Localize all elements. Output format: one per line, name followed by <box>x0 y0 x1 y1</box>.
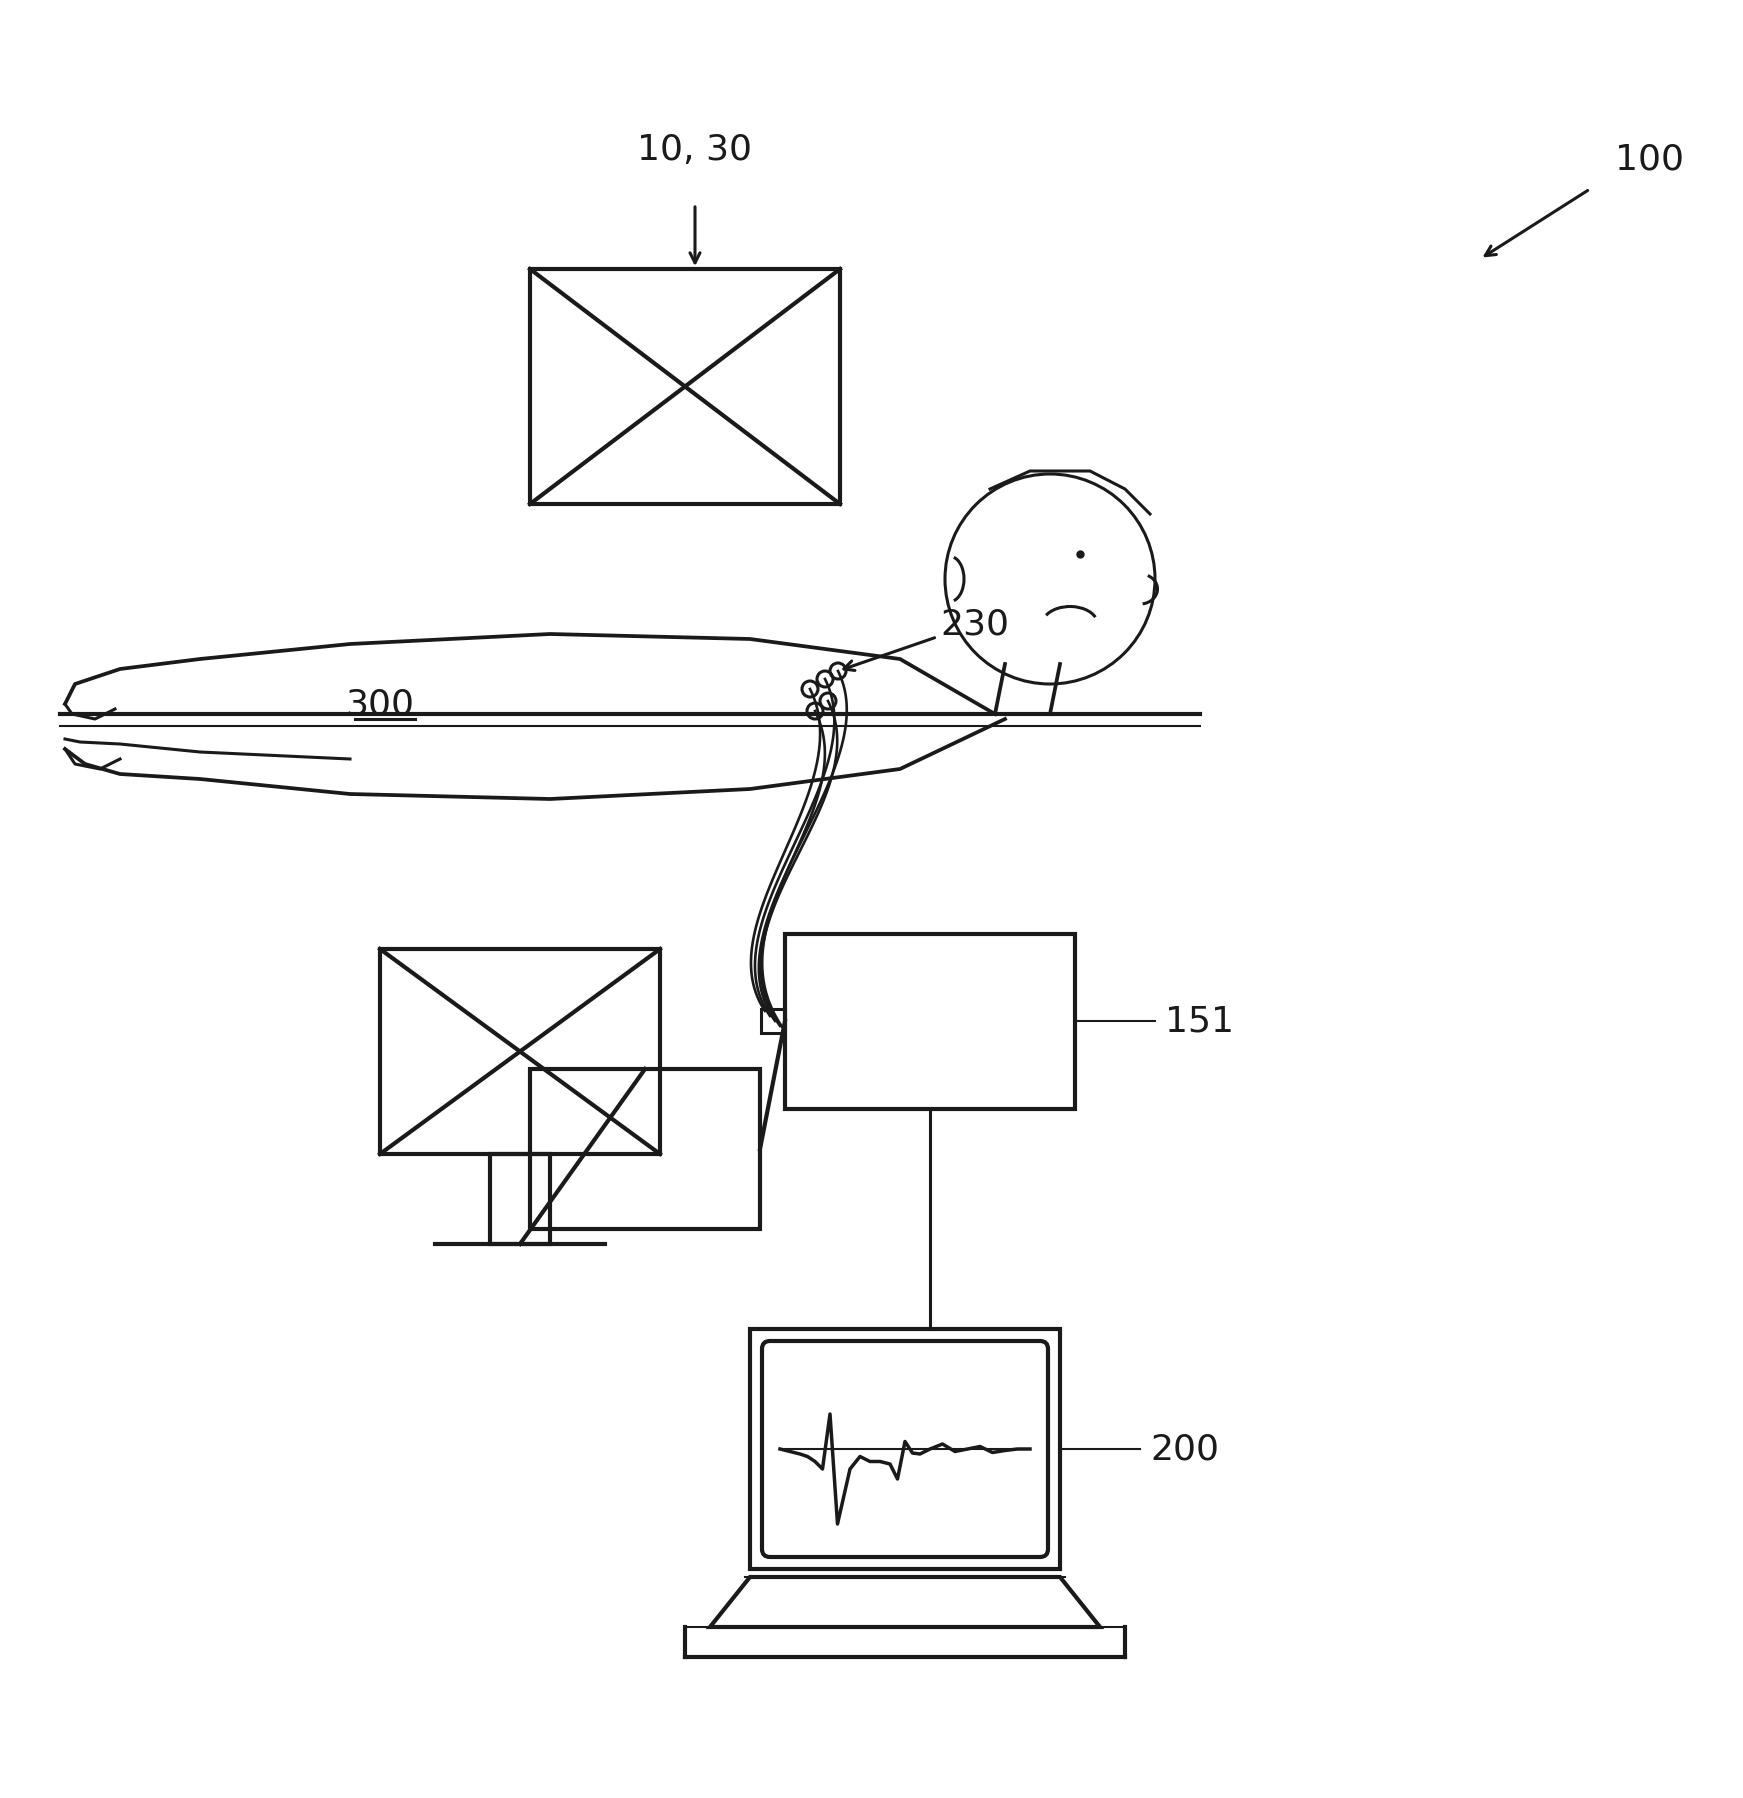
Bar <box>749 1329 1060 1570</box>
Bar <box>380 949 661 1154</box>
Bar <box>784 935 1075 1109</box>
Text: 200: 200 <box>1150 1433 1218 1465</box>
Bar <box>762 1009 784 1034</box>
Text: 100: 100 <box>1616 142 1684 176</box>
Bar <box>530 1070 760 1230</box>
Text: 10, 30: 10, 30 <box>638 133 753 167</box>
Text: 230: 230 <box>844 608 1009 671</box>
Text: 151: 151 <box>1164 1005 1234 1039</box>
Text: 300: 300 <box>345 687 415 721</box>
Bar <box>530 270 840 505</box>
Bar <box>490 1154 551 1244</box>
